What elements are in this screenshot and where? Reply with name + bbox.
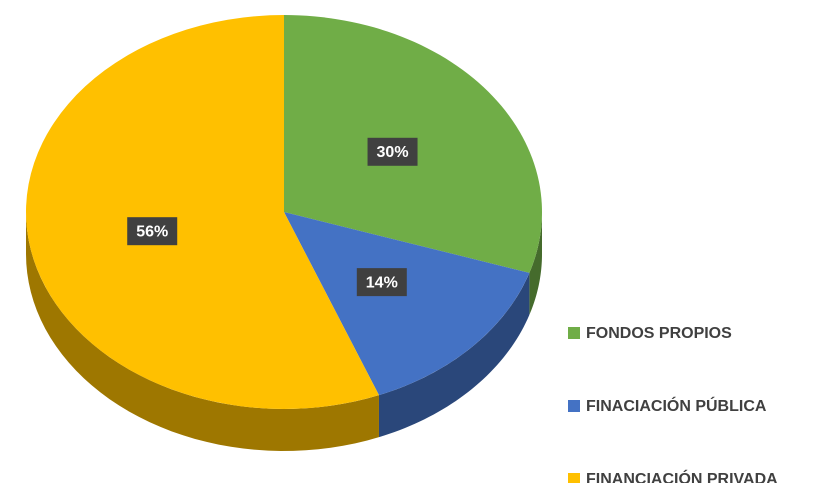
- legend-swatch: [568, 473, 580, 483]
- legend-swatch: [568, 327, 580, 339]
- slice-side: [26, 212, 379, 451]
- legend-text: FINANCIACIÓN PRIVADA: [586, 469, 778, 483]
- slice: [26, 15, 379, 409]
- value-label: 56%: [136, 223, 168, 240]
- legend-swatch: [568, 400, 580, 412]
- value-label: 14%: [366, 274, 398, 291]
- value-label-box: [367, 137, 418, 166]
- value-label-box: [127, 217, 178, 246]
- slice-side: [529, 212, 542, 315]
- slice-side: [378, 272, 530, 438]
- legend-text: FINACIACIÓN PÚBLICA: [586, 396, 767, 415]
- value-label-box: [356, 268, 407, 297]
- value-label: 30%: [377, 144, 409, 161]
- slice: [284, 212, 530, 396]
- legend-text: FONDOS PROPIOS: [586, 325, 732, 342]
